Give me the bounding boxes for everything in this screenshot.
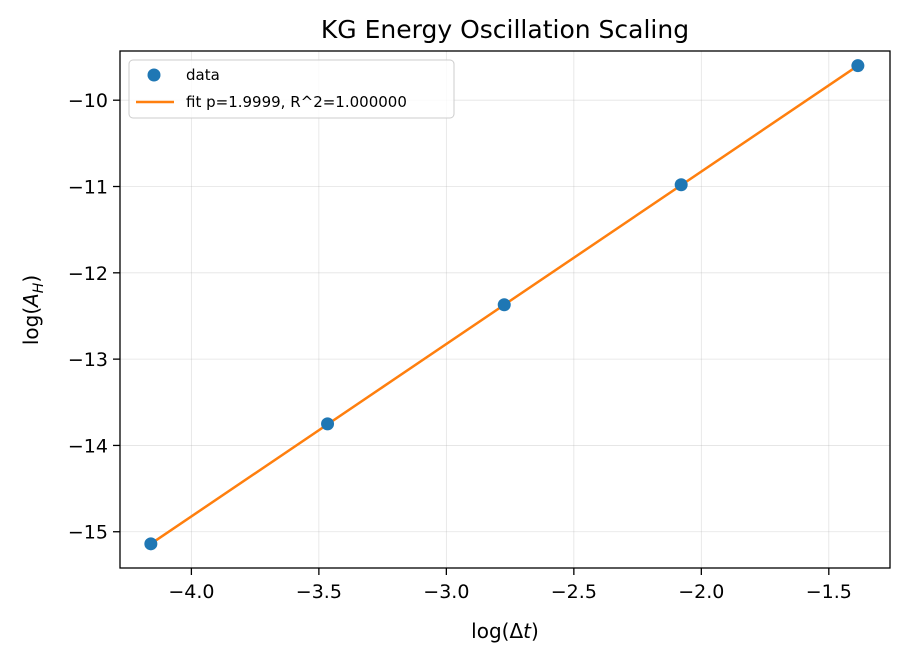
x-tick-label: −4.0 <box>168 581 214 603</box>
legend-data-marker <box>147 68 161 82</box>
x-tick-label: −3.5 <box>296 581 342 603</box>
y-axis-label: log(AH) <box>19 275 47 345</box>
data-point <box>497 298 511 312</box>
x-tick-label: −1.5 <box>806 581 852 603</box>
y-tick-label: −13 <box>68 349 108 371</box>
data-point <box>321 417 335 431</box>
grid <box>120 51 890 568</box>
x-tick-label: −3.0 <box>423 581 469 603</box>
y-tick-label: −14 <box>68 435 108 457</box>
legend-label-data: data <box>186 66 220 84</box>
x-tick-label: −2.5 <box>551 581 597 603</box>
chart-title: KG Energy Oscillation Scaling <box>321 15 689 44</box>
data-point <box>851 59 865 73</box>
ticks: −4.0 −3.5 −3.0 −2.5 −2.0 −1.5 −15 −14 −13 −12 −11 −… <box>68 90 852 603</box>
legend-frame <box>128 59 455 119</box>
legend: data fit p=1.9999, R^2=1.000000 <box>128 59 455 119</box>
data-point <box>144 537 158 551</box>
data-point <box>674 178 688 192</box>
plot-area <box>144 59 865 551</box>
x-axis-label: log(Δt) <box>471 619 539 643</box>
x-tick-label: −2.0 <box>678 581 724 603</box>
legend-label-fit: fit p=1.9999, R^2=1.000000 <box>186 93 407 111</box>
axes-frame <box>119 50 891 569</box>
y-tick-label: −15 <box>68 522 108 544</box>
y-tick-label: −12 <box>68 263 108 285</box>
y-tick-label: −10 <box>68 90 108 112</box>
y-tick-label: −11 <box>68 177 108 199</box>
